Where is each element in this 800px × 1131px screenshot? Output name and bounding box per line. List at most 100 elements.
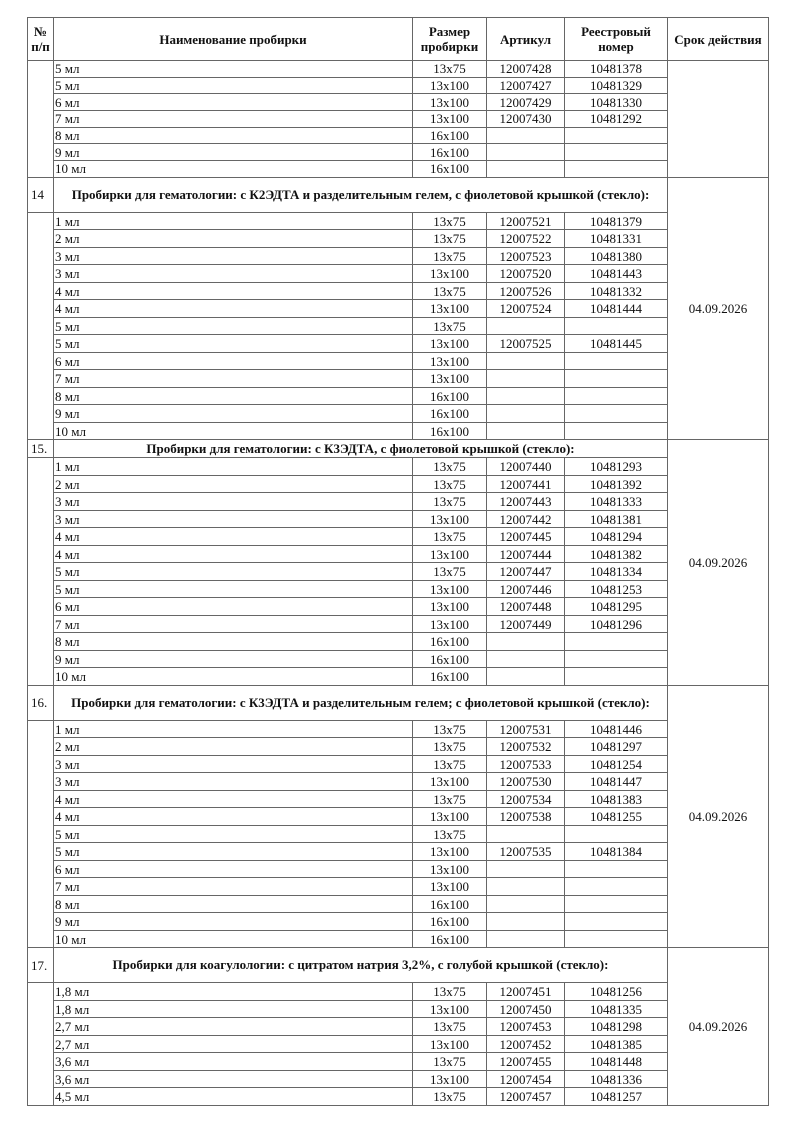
- tube-article: [486, 929, 565, 949]
- section-title: Пробирки для гематологии: с К3ЭДТА и раз…: [53, 684, 668, 721]
- tube-article: 12007535: [486, 842, 565, 861]
- tube-registry: 10481333: [564, 492, 668, 511]
- tube-name: 10 мл: [53, 421, 413, 441]
- tube-name: 1,8 мл: [53, 982, 413, 1001]
- tube-name: 4 мл: [53, 544, 413, 564]
- tube-article: 12007526: [486, 281, 565, 301]
- tube-size: 13x100: [412, 877, 487, 896]
- tube-article: [486, 126, 565, 145]
- tube-name: 4 мл: [53, 281, 413, 301]
- tube-registry: 10481380: [564, 246, 668, 266]
- table-row: 3 мл 13x75 12007533 10481254: [28, 754, 769, 774]
- expiry-date: 04.09.2026: [667, 176, 769, 441]
- table-row: 3 мл 13x100 12007530 10481447: [28, 772, 769, 791]
- table-row: 10 мл 16x100: [28, 421, 769, 441]
- tube-article: [486, 160, 565, 178]
- tube-name: 7 мл: [53, 110, 413, 128]
- tube-size: 13x75: [412, 211, 487, 231]
- tube-name: 7 мл: [53, 614, 413, 634]
- tube-name: 7 мл: [53, 877, 413, 896]
- tube-name: 4 мл: [53, 789, 413, 809]
- tube-size: 13x75: [412, 457, 487, 476]
- tube-registry: 10481295: [564, 597, 668, 616]
- tube-size: 16x100: [412, 649, 487, 669]
- tube-size: 13x100: [412, 859, 487, 879]
- tube-article: 12007534: [486, 789, 565, 809]
- header-row: № п/п Наименование пробирки Размер проби…: [27, 17, 769, 61]
- table-row: 3 мл 13x75 12007443 10481333: [28, 492, 769, 511]
- row-num-cell: [27, 211, 54, 441]
- table-row: 6 мл 13x100: [28, 859, 769, 879]
- tube-registry: [564, 667, 668, 686]
- tube-registry: 10481446: [564, 719, 668, 739]
- table-row: 4 мл 13x100 12007524 10481444: [28, 299, 769, 318]
- tube-name: 3 мл: [53, 264, 413, 283]
- tube-registry: 10481329: [564, 76, 668, 95]
- tube-article: 12007450: [486, 999, 565, 1019]
- tube-article: 12007525: [486, 334, 565, 353]
- tube-registry: [564, 404, 668, 423]
- table-row: 6 мл 13x100: [28, 351, 769, 371]
- tube-registry: 10481330: [564, 93, 668, 112]
- table-row: 8 мл 16x100: [28, 386, 769, 406]
- tube-registry: [564, 894, 668, 914]
- row-num-cell: [27, 982, 54, 1106]
- tube-registry: 10481443: [564, 264, 668, 283]
- tube-registry: [564, 351, 668, 371]
- tube-size: 13x100: [412, 999, 487, 1019]
- tube-name: 10 мл: [53, 929, 413, 949]
- tube-name: 8 мл: [53, 386, 413, 406]
- table-row: 8 мл 16x100: [28, 894, 769, 914]
- tube-size: 13x100: [412, 1069, 487, 1089]
- tube-registry: 10481445: [564, 334, 668, 353]
- tube-article: 12007445: [486, 527, 565, 546]
- tube-size: 13x75: [412, 492, 487, 511]
- tube-registry: 10481293: [564, 457, 668, 476]
- table-row: 1 мл 13x75 12007531 10481446: [27, 719, 769, 949]
- tube-size: 16x100: [412, 421, 487, 441]
- tube-article: 12007533: [486, 754, 565, 774]
- tube-article: 12007523: [486, 246, 565, 266]
- table-row: 5 мл 13x75: [28, 316, 769, 336]
- table-row: 10 мл 16x100: [28, 929, 769, 949]
- tube-name: 4 мл: [53, 527, 413, 546]
- tube-article: [486, 386, 565, 406]
- tube-registry: 10481392: [564, 474, 668, 494]
- tube-size: 13x75: [412, 527, 487, 546]
- tube-name: 5 мл: [53, 334, 413, 353]
- tube-article: 12007455: [486, 1052, 565, 1071]
- tube-size: 13x75: [412, 824, 487, 844]
- tube-size: 13x100: [412, 807, 487, 826]
- tube-article: 12007522: [486, 229, 565, 248]
- tube-name: 6 мл: [53, 859, 413, 879]
- tube-article: [486, 632, 565, 651]
- tube-registry: 10481448: [564, 1052, 668, 1071]
- tube-article: 12007530: [486, 772, 565, 791]
- tube-size: 13x75: [412, 754, 487, 774]
- tube-name: 3,6 мл: [53, 1052, 413, 1071]
- tube-registry: 10481253: [564, 579, 668, 599]
- tube-article: [486, 912, 565, 931]
- table-row: 5 мл 13x100 12007427 10481329: [28, 76, 769, 95]
- tube-article: 12007531: [486, 719, 565, 739]
- tube-size: 16x100: [412, 667, 487, 686]
- table-row: 6 мл 13x100 12007429 10481330: [28, 93, 769, 112]
- tubes-table: № п/п Наименование пробирки Размер проби…: [27, 17, 769, 1106]
- tube-size: 13x100: [412, 509, 487, 529]
- tube-size: 13x100: [412, 579, 487, 599]
- tube-name: 5 мл: [53, 824, 413, 844]
- tube-registry: 10481381: [564, 509, 668, 529]
- tube-size: 16x100: [412, 126, 487, 145]
- section-number: 14: [27, 176, 54, 213]
- tube-registry: 10481335: [564, 999, 668, 1019]
- tube-name: 6 мл: [53, 351, 413, 371]
- tube-name: 10 мл: [53, 160, 413, 178]
- tube-size: 13x75: [412, 719, 487, 739]
- tube-article: [486, 421, 565, 441]
- tube-registry: [564, 859, 668, 879]
- expiry-date: 04.09.2026: [667, 439, 769, 686]
- tube-registry: 10481294: [564, 527, 668, 546]
- section-title: Пробирки для гематологии: с К3ЭДТА, с фи…: [53, 439, 668, 459]
- tube-article: [486, 649, 565, 669]
- tube-registry: 10481447: [564, 772, 668, 791]
